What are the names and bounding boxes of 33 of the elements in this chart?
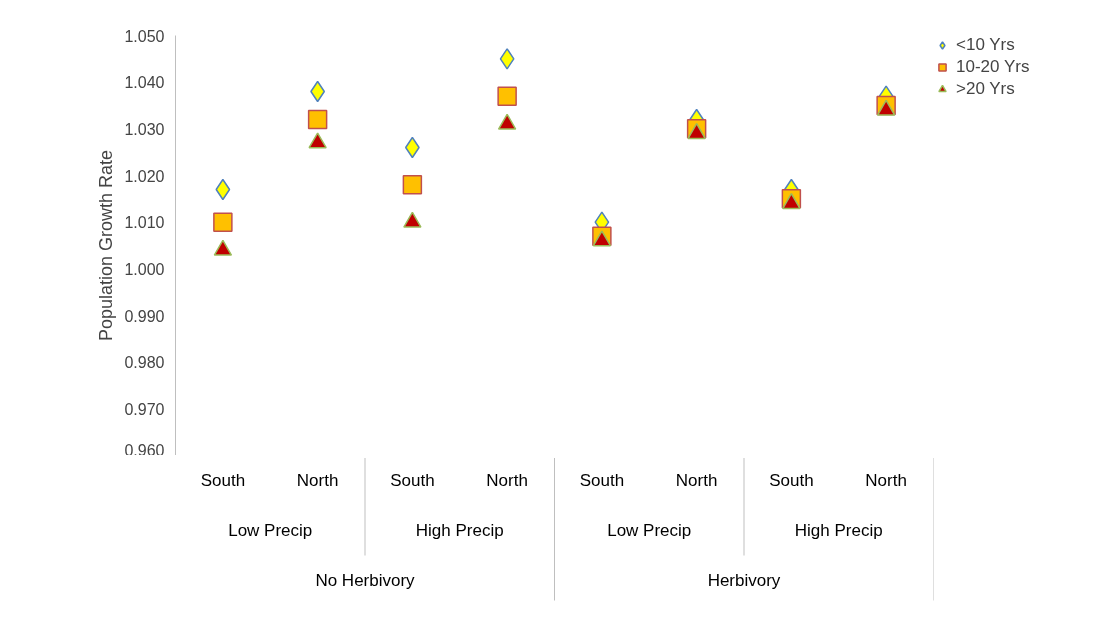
x-tick-label: South: [390, 471, 435, 490]
point: [499, 48, 515, 70]
text: High Precip: [794, 521, 883, 540]
x-tick-label: North: [675, 471, 718, 490]
y-axis-title: Population Growth Rate: [96, 149, 117, 342]
x-tick-label: South: [769, 471, 814, 490]
text: No Herbivory: [315, 571, 416, 590]
text: Low Precip: [607, 521, 692, 540]
text: Herbivory: [707, 571, 781, 590]
y-tick-label: 1.030: [124, 120, 165, 138]
x-tick-label: North: [486, 471, 528, 490]
x-tick-label: South: [579, 471, 625, 490]
y-tick-label: 1.050: [124, 27, 165, 45]
text: High Precip: [415, 521, 504, 540]
legend-label: <10 Yrs: [956, 35, 1015, 55]
point: [307, 109, 328, 130]
point: [497, 86, 517, 106]
point: [402, 175, 423, 195]
point: [213, 212, 233, 232]
legend-label: 10-20 Yrs: [956, 57, 1030, 77]
y-tick-label: 0.990: [124, 307, 165, 325]
y-tick-label: 0.960: [124, 441, 165, 459]
y-tick-label: 1.010: [124, 214, 165, 232]
text: Low Precip: [228, 521, 313, 540]
legend-label: >20 Yrs: [956, 79, 1015, 99]
y-tick-label: 0.980: [124, 354, 165, 372]
y-tick-label: 0.970: [124, 400, 165, 418]
y-tick-label: 1.000: [124, 260, 165, 278]
y-tick-label: 1.020: [124, 167, 165, 185]
x-tick-label: North: [296, 471, 339, 490]
y-tick-label: 1.040: [124, 74, 165, 92]
x-tick-label: North: [865, 471, 907, 490]
x-tick-label: South: [200, 471, 246, 490]
